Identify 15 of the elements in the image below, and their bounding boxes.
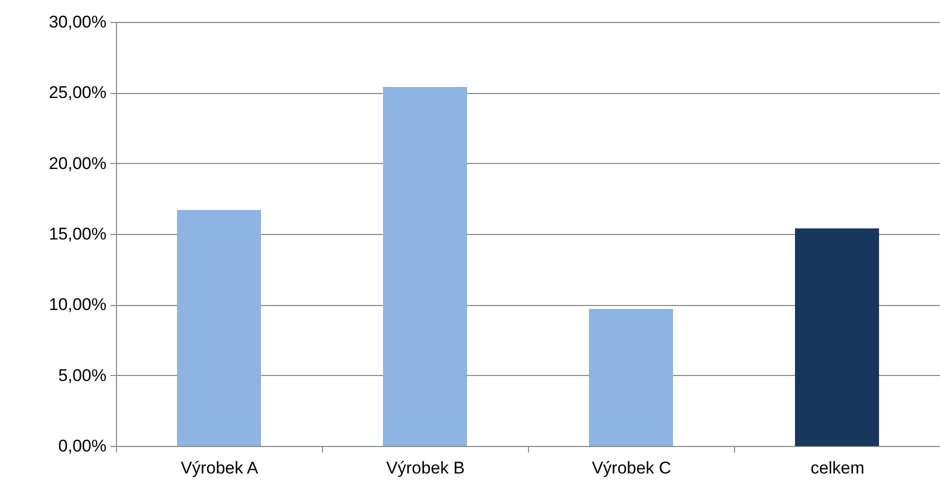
bar xyxy=(589,308,673,446)
y-tick-label: 0,00% xyxy=(58,436,106,456)
y-tick-label: 25,00% xyxy=(48,83,106,102)
x-tick-label: celkem xyxy=(810,458,864,478)
bar xyxy=(177,210,261,446)
y-tick-label: 30,00% xyxy=(48,12,106,32)
y-tick-label: 10,00% xyxy=(48,295,106,314)
y-tick-label: 20,00% xyxy=(48,154,106,173)
x-tick-label: Výrobek A xyxy=(180,458,259,478)
bar xyxy=(795,228,879,446)
x-tick-label: Výrobek C xyxy=(592,458,672,478)
bar xyxy=(383,87,467,446)
y-tick-label: 5,00% xyxy=(58,366,106,385)
y-tick-label: 15,00% xyxy=(48,224,106,244)
x-tick-label: Výrobek B xyxy=(386,458,465,478)
